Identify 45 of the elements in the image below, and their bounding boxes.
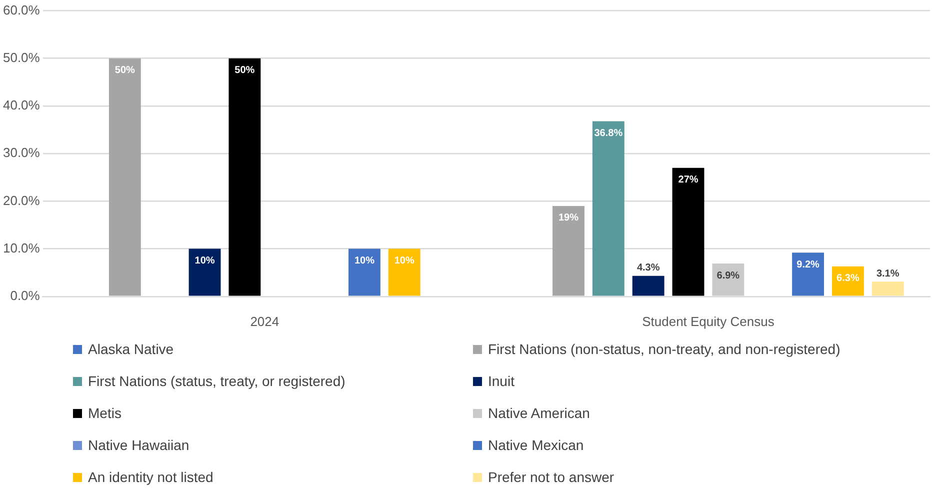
legend-label: Alaska Native: [88, 341, 174, 357]
legend-label: Prefer not to answer: [488, 469, 614, 485]
data-label: 36.8%: [594, 128, 623, 139]
bar: [672, 168, 704, 296]
x-tick-label: Student Equity Census: [642, 314, 775, 329]
legend-label: Native Hawaiian: [88, 437, 190, 453]
bar: [188, 248, 221, 296]
data-label: 10%: [394, 256, 414, 267]
data-label: 4.3%: [636, 262, 660, 274]
data-label: 10%: [194, 256, 215, 267]
data-label: 6.3%: [836, 273, 860, 284]
y-tick-label: 0.0%: [10, 288, 40, 303]
data-label: 27%: [678, 174, 698, 186]
bar: [388, 248, 420, 296]
x-tick-label: 2024: [250, 314, 280, 329]
legend-label: First Nations (non-status, non-treaty, and non-registered): [488, 341, 840, 357]
data-label: 50%: [114, 65, 136, 76]
legend-label: Inuit: [488, 373, 514, 389]
data-label: 19%: [558, 212, 579, 224]
data-label: 10%: [354, 256, 375, 267]
bar: [712, 264, 744, 296]
legend-label: An identity not listed: [88, 469, 214, 485]
bar: [832, 266, 864, 296]
data-label: 6.9%: [716, 270, 740, 282]
data-label: 50%: [234, 65, 255, 76]
bar: [632, 276, 664, 296]
y-tick-label: 20.0%: [2, 192, 40, 208]
bar: [592, 121, 624, 296]
bar: [348, 248, 380, 296]
y-tick-label: 10.0%: [2, 240, 40, 256]
bar: [228, 58, 261, 296]
legend-label: First Nations (status, treaty, or registered): [88, 373, 346, 389]
y-tick-label: 30.0%: [2, 145, 40, 160]
bar: [872, 282, 904, 296]
bar: [792, 252, 824, 296]
y-tick-label: 60.0%: [2, 2, 40, 18]
data-label: 9.2%: [796, 259, 820, 270]
bar: [108, 58, 141, 296]
y-tick-label: 50.0%: [2, 50, 40, 65]
legend-label: Native Mexican: [488, 437, 584, 453]
legend-label: Metis: [88, 405, 122, 421]
bar: [552, 206, 584, 296]
y-tick-label: 40.0%: [2, 98, 40, 113]
legend-label: Native American: [488, 405, 590, 421]
data-label: 3.1%: [876, 268, 900, 280]
